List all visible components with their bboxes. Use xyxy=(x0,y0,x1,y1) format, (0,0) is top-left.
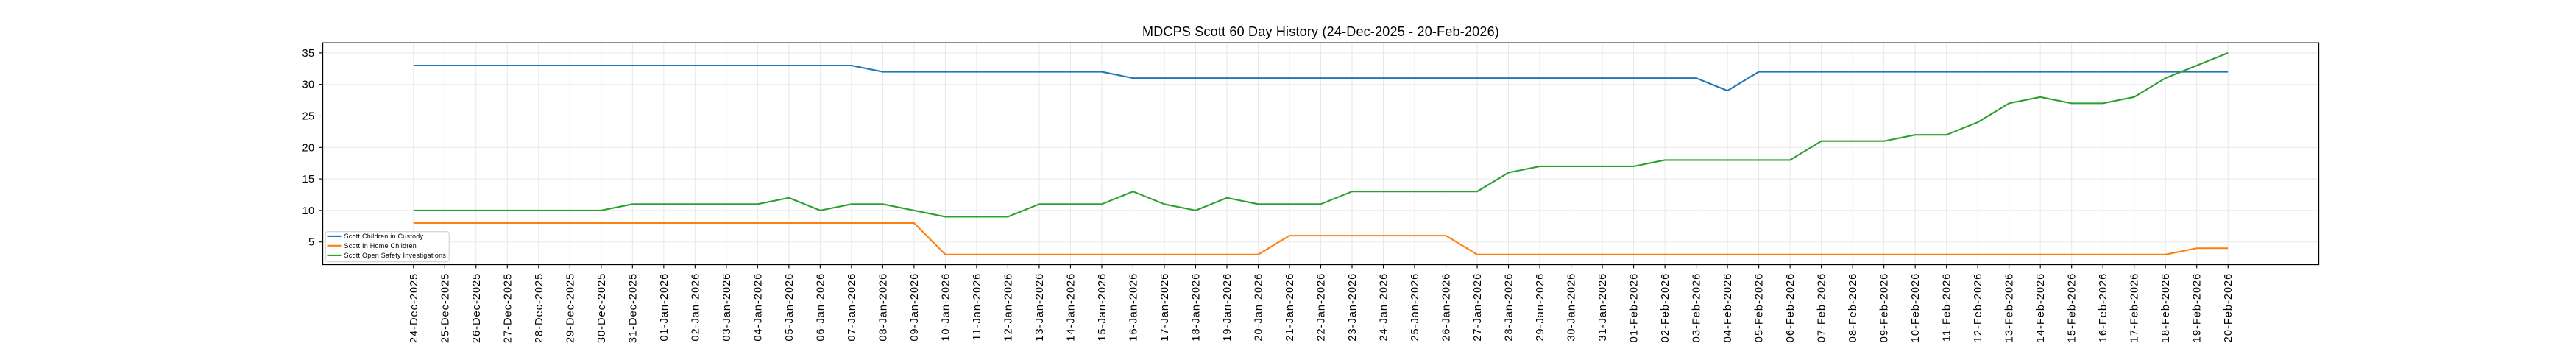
svg-text:15-Jan-2026: 15-Jan-2026 xyxy=(1097,273,1108,342)
svg-text:19-Jan-2026: 19-Jan-2026 xyxy=(1222,273,1234,342)
svg-text:01-Jan-2026: 01-Jan-2026 xyxy=(659,273,670,342)
svg-text:02-Feb-2026: 02-Feb-2026 xyxy=(1660,273,1671,343)
svg-text:31-Dec-2025: 31-Dec-2025 xyxy=(627,273,639,343)
svg-text:28-Dec-2025: 28-Dec-2025 xyxy=(534,273,545,343)
svg-text:04-Feb-2026: 04-Feb-2026 xyxy=(1722,273,1734,343)
svg-text:12-Feb-2026: 12-Feb-2026 xyxy=(1972,273,1984,343)
svg-text:30-Dec-2025: 30-Dec-2025 xyxy=(596,273,608,343)
svg-text:27-Jan-2026: 27-Jan-2026 xyxy=(1472,273,1484,342)
svg-text:15: 15 xyxy=(302,174,314,185)
svg-text:01-Feb-2026: 01-Feb-2026 xyxy=(1629,273,1641,343)
svg-text:25: 25 xyxy=(302,110,314,122)
svg-text:07-Feb-2026: 07-Feb-2026 xyxy=(1816,273,1828,343)
svg-text:27-Dec-2025: 27-Dec-2025 xyxy=(502,273,514,343)
svg-text:08-Feb-2026: 08-Feb-2026 xyxy=(1847,273,1859,343)
svg-text:29-Dec-2025: 29-Dec-2025 xyxy=(565,273,576,343)
svg-text:11-Jan-2026: 11-Jan-2026 xyxy=(972,273,983,341)
svg-text:Scott Children in Custody: Scott Children in Custody xyxy=(344,233,424,240)
svg-text:35: 35 xyxy=(302,48,314,60)
svg-text:25-Dec-2025: 25-Dec-2025 xyxy=(439,273,451,343)
svg-text:23-Jan-2026: 23-Jan-2026 xyxy=(1347,273,1359,342)
svg-text:29-Jan-2026: 29-Jan-2026 xyxy=(1535,273,1546,342)
svg-text:22-Jan-2026: 22-Jan-2026 xyxy=(1316,273,1328,342)
svg-text:03-Feb-2026: 03-Feb-2026 xyxy=(1691,273,1703,343)
svg-text:MDCPS Scott 60 Day History (24: MDCPS Scott 60 Day History (24-Dec-2025 … xyxy=(1142,24,1499,39)
svg-text:Scott Open Safety Investigatio: Scott Open Safety Investigations xyxy=(344,252,447,259)
svg-text:04-Jan-2026: 04-Jan-2026 xyxy=(752,273,764,342)
svg-text:21-Jan-2026: 21-Jan-2026 xyxy=(1284,273,1296,342)
svg-text:14-Feb-2026: 14-Feb-2026 xyxy=(2035,273,2047,343)
svg-text:05-Jan-2026: 05-Jan-2026 xyxy=(784,273,796,342)
svg-text:09-Jan-2026: 09-Jan-2026 xyxy=(909,273,921,342)
svg-text:06-Jan-2026: 06-Jan-2026 xyxy=(815,273,827,342)
svg-text:Scott In Home Children: Scott In Home Children xyxy=(344,242,417,250)
svg-text:24-Dec-2025: 24-Dec-2025 xyxy=(408,273,420,343)
svg-text:10: 10 xyxy=(302,205,314,217)
svg-text:17-Feb-2026: 17-Feb-2026 xyxy=(2129,273,2141,343)
svg-text:02-Jan-2026: 02-Jan-2026 xyxy=(690,273,701,342)
svg-text:18-Jan-2026: 18-Jan-2026 xyxy=(1190,273,1202,342)
svg-text:24-Jan-2026: 24-Jan-2026 xyxy=(1379,273,1390,342)
svg-text:06-Feb-2026: 06-Feb-2026 xyxy=(1785,273,1797,343)
svg-text:14-Jan-2026: 14-Jan-2026 xyxy=(1065,273,1077,342)
svg-text:17-Jan-2026: 17-Jan-2026 xyxy=(1159,273,1171,342)
svg-text:31-Jan-2026: 31-Jan-2026 xyxy=(1597,273,1609,342)
svg-text:16-Feb-2026: 16-Feb-2026 xyxy=(2098,273,2109,343)
svg-text:05-Feb-2026: 05-Feb-2026 xyxy=(1754,273,1766,343)
svg-text:10-Feb-2026: 10-Feb-2026 xyxy=(1910,273,1922,343)
svg-text:08-Jan-2026: 08-Jan-2026 xyxy=(877,273,889,342)
svg-text:26-Jan-2026: 26-Jan-2026 xyxy=(1441,273,1453,342)
svg-text:19-Feb-2026: 19-Feb-2026 xyxy=(2192,273,2204,343)
svg-text:18-Feb-2026: 18-Feb-2026 xyxy=(2160,273,2172,343)
svg-text:03-Jan-2026: 03-Jan-2026 xyxy=(721,273,733,342)
svg-text:07-Jan-2026: 07-Jan-2026 xyxy=(846,273,858,342)
svg-text:20-Feb-2026: 20-Feb-2026 xyxy=(2223,273,2234,343)
svg-text:12-Jan-2026: 12-Jan-2026 xyxy=(1002,273,1014,342)
svg-text:5: 5 xyxy=(308,237,315,249)
svg-text:20: 20 xyxy=(302,142,314,154)
svg-text:26-Dec-2025: 26-Dec-2025 xyxy=(471,273,483,343)
svg-text:30: 30 xyxy=(302,79,314,91)
svg-text:30-Jan-2026: 30-Jan-2026 xyxy=(1566,273,1578,342)
svg-text:11-Feb-2026: 11-Feb-2026 xyxy=(1942,273,1953,342)
svg-text:09-Feb-2026: 09-Feb-2026 xyxy=(1879,273,1891,343)
svg-text:13-Feb-2026: 13-Feb-2026 xyxy=(2004,273,2016,343)
svg-text:15-Feb-2026: 15-Feb-2026 xyxy=(2067,273,2078,343)
svg-text:16-Jan-2026: 16-Jan-2026 xyxy=(1128,273,1139,342)
svg-text:10-Jan-2026: 10-Jan-2026 xyxy=(940,273,952,342)
svg-text:28-Jan-2026: 28-Jan-2026 xyxy=(1504,273,1515,342)
svg-text:25-Jan-2026: 25-Jan-2026 xyxy=(1409,273,1421,342)
svg-text:20-Jan-2026: 20-Jan-2026 xyxy=(1253,273,1264,342)
svg-text:13-Jan-2026: 13-Jan-2026 xyxy=(1034,273,1046,342)
